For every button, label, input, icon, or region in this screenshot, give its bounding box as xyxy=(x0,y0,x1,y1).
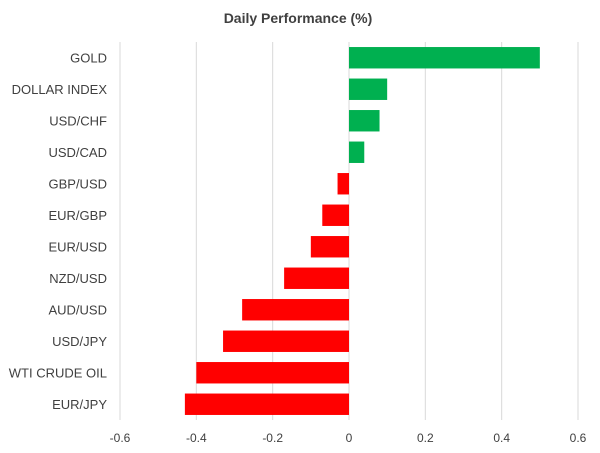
category-label: DOLLAR INDEX xyxy=(12,82,108,97)
gridlines xyxy=(119,42,579,420)
bar xyxy=(223,330,349,352)
x-tick-label: 0.4 xyxy=(493,431,510,445)
bar xyxy=(349,78,388,100)
bar xyxy=(310,236,349,258)
bar xyxy=(196,362,349,384)
category-label: NZD/USD xyxy=(49,271,107,286)
bar xyxy=(242,299,349,321)
x-tick-labels: -0.6 -0.4 -0.2 0 0.2 0.4 0.6 xyxy=(110,431,587,445)
bar xyxy=(184,393,349,415)
bar xyxy=(284,267,349,289)
category-label: EUR/USD xyxy=(48,239,107,254)
bar xyxy=(322,204,349,226)
category-label: EUR/JPY xyxy=(52,397,107,412)
bar xyxy=(349,141,365,163)
category-label: GBP/USD xyxy=(48,176,107,191)
category-label: GOLD xyxy=(70,50,107,65)
bar xyxy=(349,47,540,69)
chart-title: Daily Performance (%) xyxy=(224,10,373,26)
category-label: USD/CAD xyxy=(48,145,107,160)
bar xyxy=(349,110,380,132)
category-label: USD/JPY xyxy=(52,334,107,349)
category-label: WTI CRUDE OIL xyxy=(9,365,107,380)
x-tick-label: 0.2 xyxy=(417,431,434,445)
x-tick-label: 0.6 xyxy=(570,431,587,445)
x-tick-label: -0.2 xyxy=(262,431,283,445)
bar xyxy=(337,173,349,195)
x-tick-label: -0.6 xyxy=(110,431,131,445)
x-tick-label: -0.4 xyxy=(186,431,207,445)
category-label: EUR/GBP xyxy=(48,208,107,223)
x-tick-label: 0 xyxy=(346,431,353,445)
category-label: USD/CHF xyxy=(49,113,107,128)
bars xyxy=(184,47,540,415)
category-label: AUD/USD xyxy=(48,302,107,317)
category-labels: GOLD DOLLAR INDEX USD/CHF USD/CAD GBP/USD EUR… xyxy=(9,50,108,412)
